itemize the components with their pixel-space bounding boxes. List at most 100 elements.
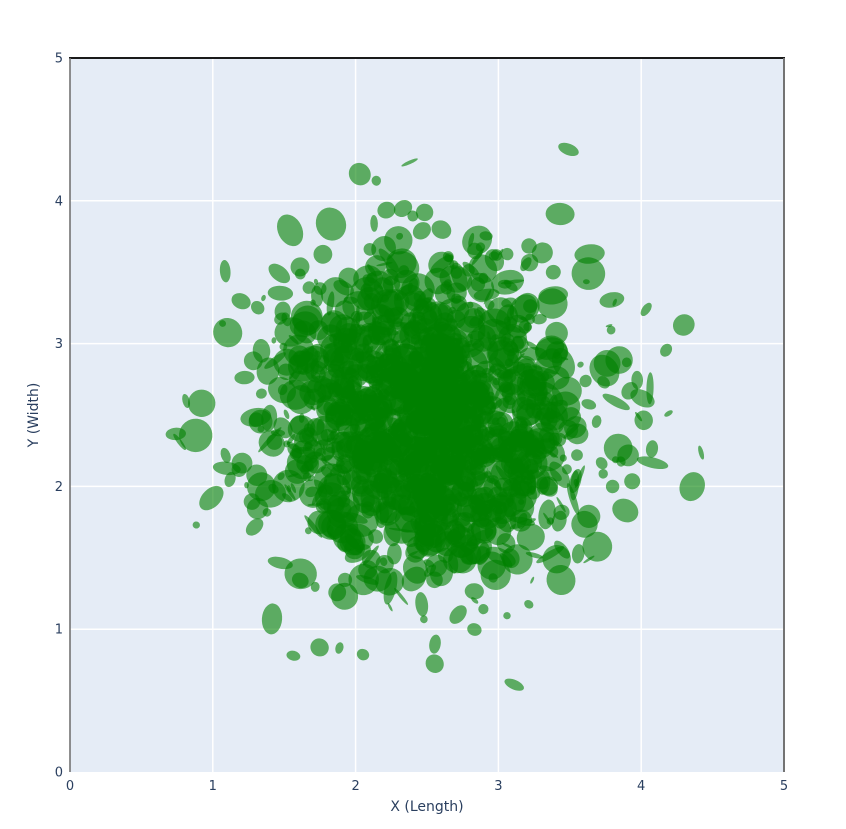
data-point-ellipse <box>271 337 277 344</box>
data-point-ellipse <box>243 493 261 510</box>
data-point-ellipse <box>351 379 363 388</box>
data-point-ellipse <box>509 475 519 483</box>
data-point-ellipse <box>449 350 468 368</box>
data-point-ellipse <box>179 418 213 453</box>
axes-spines <box>69 57 785 772</box>
x-axis-title: X (Length) <box>390 799 463 815</box>
data-point-ellipse <box>367 451 389 473</box>
data-point-ellipse <box>577 504 601 528</box>
data-point-ellipse <box>231 293 251 310</box>
data-point-ellipse <box>476 307 497 328</box>
data-point-ellipse <box>490 249 503 261</box>
data-point-ellipse <box>457 389 470 406</box>
data-point-ellipse <box>435 341 451 355</box>
data-point-ellipse <box>672 314 695 336</box>
data-point-ellipse <box>362 274 375 287</box>
data-point-ellipse <box>362 333 388 359</box>
data-point-ellipse <box>420 615 428 624</box>
data-point-ellipse <box>349 403 362 436</box>
data-point-ellipse <box>212 461 241 476</box>
data-point-ellipse <box>334 418 344 428</box>
data-point-ellipse <box>489 365 497 373</box>
data-point-ellipse <box>457 408 468 418</box>
x-tick-label: 3 <box>494 779 502 794</box>
data-point-ellipse <box>664 410 673 417</box>
data-point-ellipse <box>384 226 413 255</box>
data-point-ellipse <box>569 468 582 494</box>
data-point-ellipse <box>340 461 356 472</box>
data-point-ellipse <box>373 277 394 297</box>
data-point-ellipse <box>581 399 597 410</box>
data-point-ellipse <box>307 503 326 506</box>
data-point-ellipse <box>464 583 484 600</box>
data-point-ellipse <box>495 304 519 335</box>
data-point-ellipse <box>571 257 606 290</box>
y-axis-title: Y (Width) <box>26 383 42 449</box>
data-point-ellipse <box>471 248 485 266</box>
data-point-ellipse <box>527 379 548 402</box>
data-point-ellipse <box>423 424 442 446</box>
data-point-ellipse <box>284 558 317 590</box>
data-point-ellipse <box>262 508 272 517</box>
data-point-ellipse <box>520 430 545 451</box>
data-point-ellipse <box>533 365 559 375</box>
y-tick-label: 4 <box>55 194 63 209</box>
data-point-ellipse <box>640 302 652 317</box>
data-point-ellipse <box>270 429 286 437</box>
data-point-ellipse <box>538 499 556 530</box>
data-point-ellipse <box>501 297 517 308</box>
data-point-ellipse <box>256 357 280 385</box>
data-point-ellipse <box>419 334 451 367</box>
data-point-ellipse <box>399 361 416 373</box>
data-point-ellipse <box>393 199 413 218</box>
data-point-ellipse <box>424 564 437 577</box>
data-point-ellipse <box>383 521 401 547</box>
data-point-ellipse <box>267 556 293 570</box>
data-point-ellipse <box>549 461 571 489</box>
data-point-ellipse <box>320 457 343 478</box>
data-point-ellipse <box>392 451 400 455</box>
data-point-ellipse <box>520 253 539 272</box>
data-point-ellipse <box>426 571 443 589</box>
y-tick-label: 2 <box>55 480 63 495</box>
data-point-ellipse <box>284 484 296 501</box>
data-point-ellipse <box>602 393 630 411</box>
data-point-ellipse <box>488 422 504 438</box>
data-point-ellipse <box>599 292 625 308</box>
data-point-ellipse <box>323 472 342 497</box>
data-point-ellipse <box>491 269 525 295</box>
data-point-ellipse <box>558 142 579 157</box>
data-point-ellipse <box>425 654 444 674</box>
data-point-ellipse <box>571 449 583 461</box>
data-point-ellipse <box>364 417 386 439</box>
data-point-ellipse <box>277 472 285 481</box>
data-point-ellipse <box>485 546 516 567</box>
data-point-ellipse <box>591 415 602 428</box>
data-points <box>165 142 705 691</box>
data-point-ellipse <box>412 222 431 240</box>
data-point-ellipse <box>449 605 467 624</box>
data-point-ellipse <box>467 623 482 636</box>
data-point-ellipse <box>389 477 398 485</box>
data-point-ellipse <box>257 425 265 433</box>
data-point-ellipse <box>401 566 427 592</box>
data-point-ellipse <box>277 214 304 247</box>
data-point-ellipse <box>245 518 264 536</box>
data-point-ellipse <box>646 372 654 405</box>
data-point-ellipse <box>301 433 319 447</box>
data-point-ellipse <box>383 408 393 419</box>
data-point-ellipse <box>439 415 474 447</box>
data-point-ellipse <box>481 368 492 375</box>
data-point-ellipse <box>645 440 659 458</box>
data-point-ellipse <box>213 317 243 348</box>
data-point-ellipse <box>453 328 467 340</box>
data-point-ellipse <box>551 510 567 532</box>
data-point-ellipse <box>377 201 396 219</box>
data-point-ellipse <box>310 638 329 657</box>
data-point-ellipse <box>545 202 575 226</box>
data-point-ellipse <box>537 288 568 319</box>
data-point-ellipse <box>329 345 364 380</box>
data-point-ellipse <box>486 475 495 484</box>
data-point-ellipse <box>635 411 643 422</box>
